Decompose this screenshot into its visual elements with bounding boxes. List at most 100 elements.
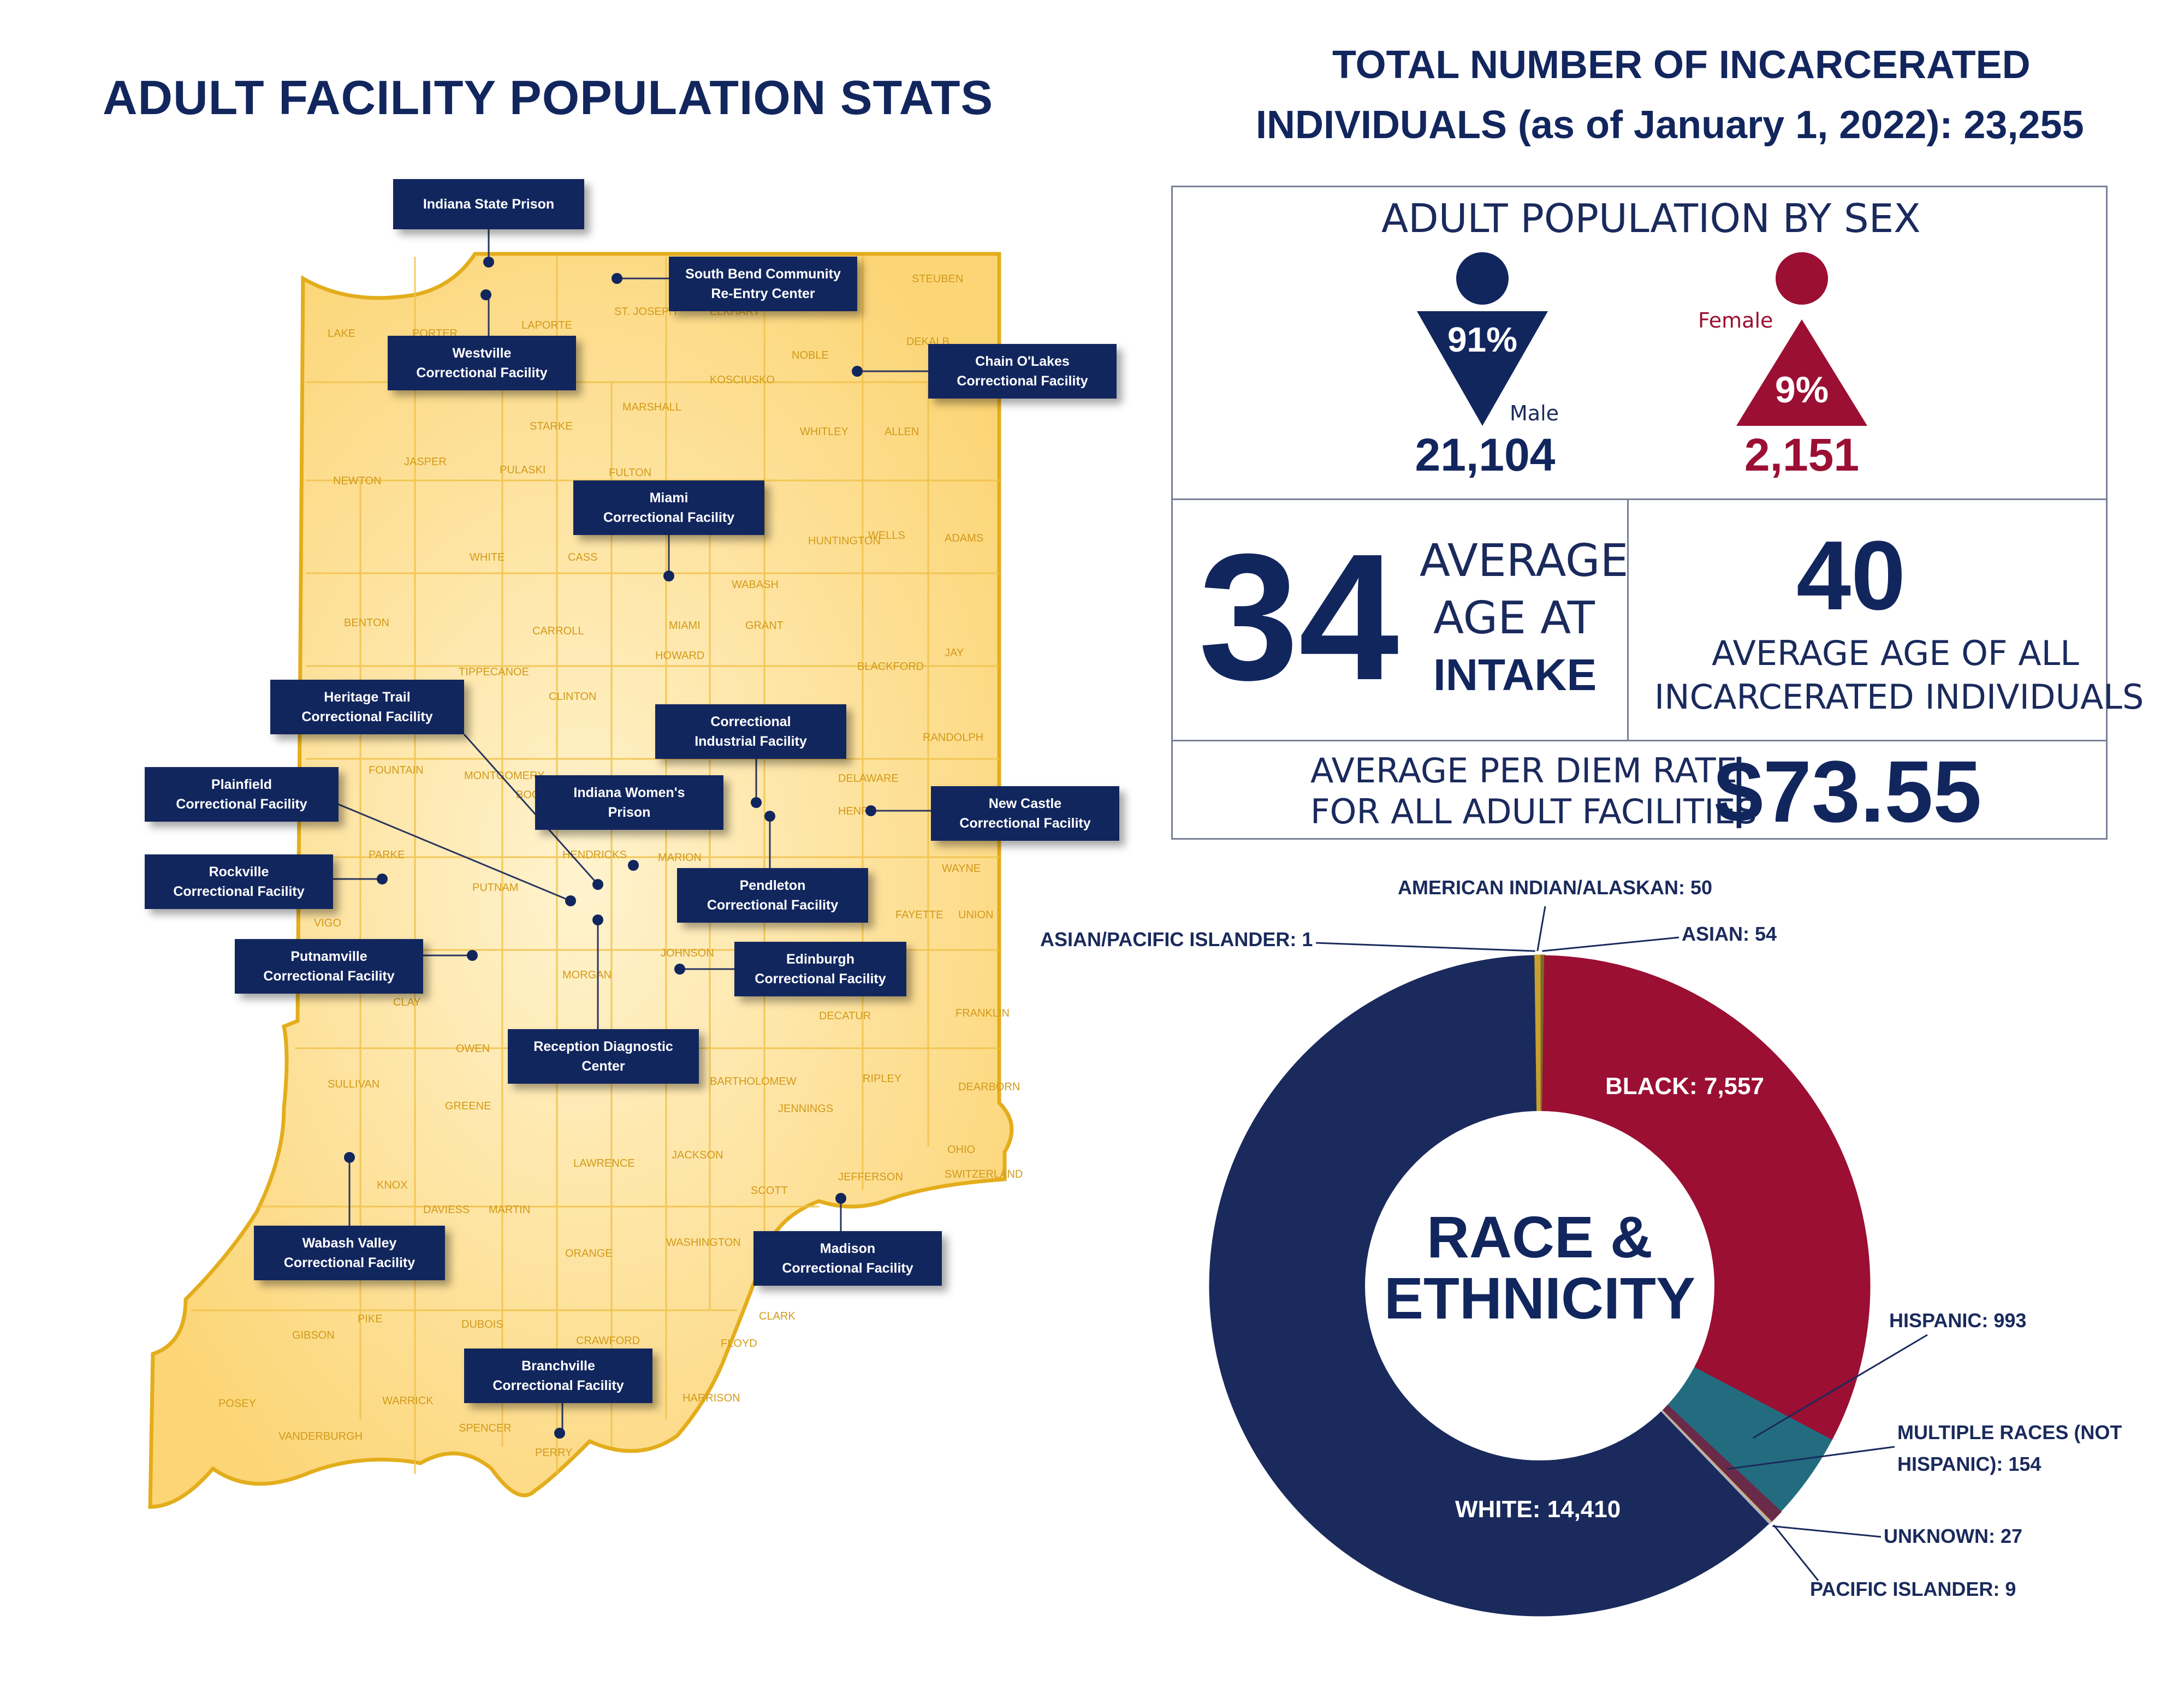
county-label: JASPER — [404, 456, 447, 468]
female-icon — [1736, 252, 1867, 426]
facility-label: New Castle Correctional Facility — [931, 786, 1119, 841]
county-label: FRANKLIN — [956, 1007, 1010, 1019]
county-label: KOSCIUSKO — [710, 374, 775, 386]
county-label: PARKE — [369, 849, 405, 861]
donut-leader-line — [1752, 1334, 1928, 1439]
county-label: BLACKFORD — [857, 661, 924, 673]
facility-label: Wabash Valley Correctional Facility — [254, 1226, 445, 1280]
county-label: BARTHOLOMEW — [710, 1076, 797, 1088]
label-unknown: UNKNOWN: 27 — [1884, 1525, 2023, 1547]
county-label: KNOX — [377, 1179, 408, 1191]
county-label: LAWRENCE — [573, 1157, 635, 1169]
county-label: RIPLEY — [863, 1073, 902, 1085]
county-label: CASS — [568, 551, 598, 563]
indiana-map — [148, 252, 1014, 1509]
male-pct: 91% — [1447, 320, 1518, 359]
county-label: ALLEN — [885, 426, 919, 438]
county-label: MARION — [658, 852, 702, 864]
facility-label: Correctional Industrial Facility — [655, 704, 846, 759]
label-american-indian: AMERICAN INDIAN/ALASKAN: 50 — [1398, 876, 1713, 899]
donut-leader-line — [1315, 942, 1535, 952]
intake-line-2: AGE AT — [1433, 592, 1595, 644]
county-label: RANDOLPH — [923, 732, 984, 744]
county-label: WHITE — [470, 551, 505, 563]
total-line-1: TOTAL NUMBER OF INCARCERATED — [1332, 43, 2031, 87]
per-diem-line-1: AVERAGE PER DIEM RATE — [1310, 751, 1737, 791]
per-diem-value: $73.55 — [1714, 742, 1982, 840]
county-label: CLARK — [759, 1310, 796, 1322]
county-label: JEFFERSON — [838, 1171, 903, 1183]
intake-line-3: INTAKE — [1433, 650, 1597, 700]
county-label: VANDERBURGH — [278, 1430, 363, 1442]
county-label: FLOYD — [721, 1338, 757, 1350]
all-age-value: 40 — [1796, 521, 1906, 631]
county-label: FOUNTAIN — [369, 764, 424, 776]
county-label: PUTNAM — [472, 882, 519, 894]
county-label: MONTGOMERY — [464, 770, 545, 782]
donut-leader-line — [1542, 936, 1679, 952]
county-label: OWEN — [456, 1043, 490, 1055]
county-label: CRAWFORD — [576, 1335, 640, 1347]
county-label: CLINTON — [549, 691, 597, 703]
facility-label: Indiana State Prison — [393, 179, 584, 229]
all-age-line-2: INCARCERATED INDIVIDUALS — [1654, 677, 2144, 717]
county-label: WASHINGTON — [666, 1237, 741, 1249]
facility-label: Putnamville Correctional Facility — [235, 939, 423, 994]
county-label: SPENCER — [459, 1422, 512, 1434]
county-label: JACKSON — [672, 1149, 723, 1161]
county-label: HUNTINGTON — [808, 535, 881, 547]
total-line-2: INDIVIDUALS (as of January 1, 2022): 23,… — [1256, 103, 2084, 147]
county-label: GREENE — [445, 1100, 491, 1112]
county-label: CLAY — [393, 996, 421, 1008]
county-label: TIPPECANOE — [459, 666, 529, 678]
county-label: SWITZERLAND — [945, 1168, 1023, 1180]
donut-leader-line — [1726, 1446, 1895, 1470]
facility-label: Plainfield Correctional Facility — [145, 767, 339, 822]
label-pacific-islander: PACIFIC ISLANDER: 9 — [1810, 1578, 2016, 1600]
county-label: HARRISON — [682, 1392, 740, 1404]
county-label: SCOTT — [751, 1185, 788, 1197]
county-label: POSEY — [218, 1398, 256, 1410]
county-label: JENNINGS — [778, 1103, 834, 1115]
label-asian: ASIAN: 54 — [1682, 923, 1777, 945]
county-label: MARTIN — [489, 1204, 531, 1216]
male-count: 21,104 — [1415, 429, 1556, 480]
label-white: WHITE: 14,410 — [1455, 1496, 1621, 1523]
facility-leaders — [327, 229, 931, 1439]
facility-label: Edinburgh Correctional Facility — [734, 942, 906, 996]
county-label: JOHNSON — [661, 947, 714, 959]
county-label: FAYETTE — [895, 909, 943, 921]
county-label: NEWTON — [333, 475, 382, 487]
county-label: STARKE — [530, 420, 573, 432]
county-label: WHITLEY — [800, 426, 848, 438]
county-label: DAVIESS — [423, 1204, 470, 1216]
male-label: Male — [1510, 401, 1559, 425]
county-label: ST. JOSEPH — [614, 306, 677, 318]
county-label: WAYNE — [942, 863, 981, 875]
facility-label: Heritage Trail Correctional Facility — [270, 680, 464, 734]
county-label: DEARBORN — [958, 1081, 1020, 1093]
facility-label: Pendleton Correctional Facility — [677, 868, 868, 923]
county-label: HENDRICKS — [562, 849, 627, 861]
facility-label: Miami Correctional Facility — [573, 480, 764, 535]
county-label: DELAWARE — [838, 773, 899, 785]
all-age-line-1: AVERAGE AGE OF ALL — [1712, 633, 2079, 673]
facility-label: Rockville Correctional Facility — [145, 854, 333, 909]
county-label: LAKE — [328, 328, 356, 340]
female-pct: 9% — [1775, 369, 1829, 411]
county-label: WELLS — [868, 530, 905, 542]
facility-label: Westville Correctional Facility — [388, 336, 576, 390]
county-label: LAPORTE — [521, 319, 572, 331]
label-black: BLACK: 7,557 — [1605, 1073, 1764, 1100]
county-label: DECATUR — [819, 1010, 871, 1022]
male-icon — [1417, 252, 1548, 426]
county-label: MIAMI — [669, 620, 701, 632]
county-label: GRANT — [745, 620, 784, 632]
facility-label: Indiana Women's Prison — [535, 775, 723, 830]
donut-center-title: RACE & ETHNICITY — [1384, 1204, 1695, 1331]
intake-age-value: 34 — [1198, 516, 1399, 717]
facility-label: Madison Correctional Facility — [753, 1231, 942, 1286]
sex-heading: ADULT POPULATION BY SEX — [1381, 195, 1921, 241]
female-label: Female — [1698, 308, 1773, 332]
